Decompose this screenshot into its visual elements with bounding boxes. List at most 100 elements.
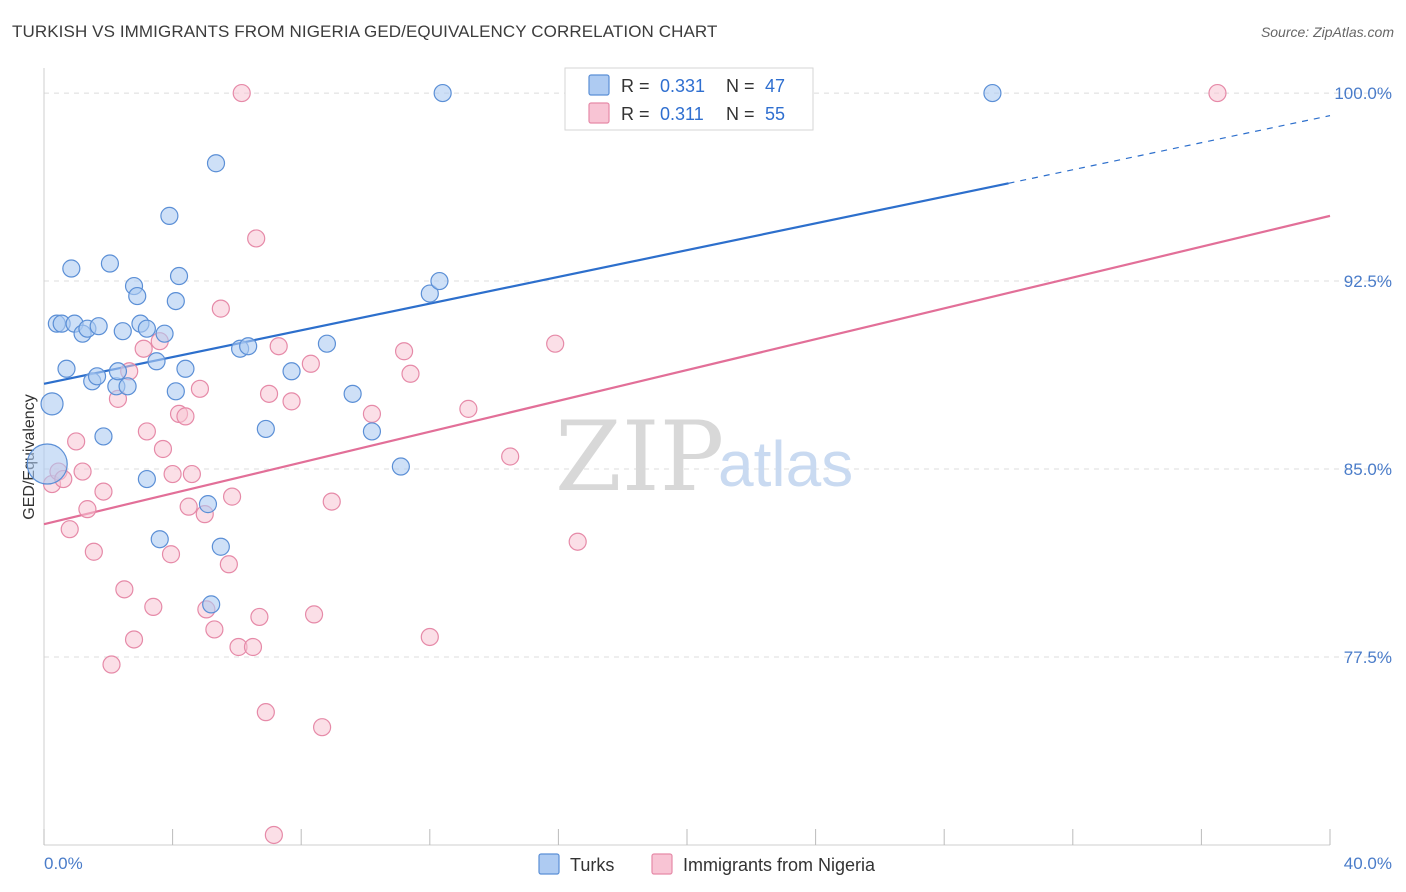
point-turks-41 bbox=[362, 422, 382, 441]
point-turks-33 bbox=[206, 154, 226, 173]
point-nigeria-43 bbox=[362, 404, 382, 423]
point-nigeria-28 bbox=[219, 555, 238, 574]
bottom-legend-label-nigeria: Immigrants from Nigeria bbox=[683, 855, 876, 875]
point-turks-31 bbox=[198, 495, 218, 514]
point-turks-16 bbox=[113, 322, 132, 341]
x-ticks bbox=[43, 829, 1331, 845]
point-turks-46 bbox=[983, 83, 1002, 103]
trendline-turks bbox=[43, 182, 1009, 385]
y-tick-label-3: 100.0% bbox=[1334, 84, 1392, 103]
point-nigeria-6 bbox=[78, 500, 97, 519]
point-nigeria-38 bbox=[282, 392, 301, 411]
point-turks-37 bbox=[256, 419, 275, 439]
point-turks-38 bbox=[282, 362, 301, 381]
point-nigeria-32 bbox=[247, 229, 266, 248]
point-turks-32 bbox=[202, 595, 221, 614]
x-tick-label-max: 40.0% bbox=[1344, 854, 1392, 873]
grid bbox=[44, 92, 1392, 658]
point-nigeria-34 bbox=[256, 703, 275, 722]
point-nigeria-47 bbox=[459, 399, 478, 418]
point-turks-27 bbox=[166, 292, 185, 311]
point-nigeria-46 bbox=[420, 627, 439, 647]
point-turks-39 bbox=[317, 334, 337, 353]
point-nigeria-50 bbox=[568, 532, 587, 551]
legend: R = 0.331 N = 47 R = 0.311 N = 55 bbox=[564, 67, 814, 131]
watermark-zip: ZIP bbox=[555, 401, 724, 513]
point-nigeria-44 bbox=[394, 342, 414, 361]
point-turks-45 bbox=[433, 83, 452, 103]
point-nigeria-49 bbox=[546, 334, 565, 353]
point-nigeria-13 bbox=[124, 630, 144, 649]
point-nigeria-22 bbox=[176, 407, 195, 426]
point-turks-19 bbox=[128, 286, 147, 306]
point-nigeria-37 bbox=[269, 337, 288, 356]
legend-n-label-turks: N = bbox=[726, 76, 755, 96]
point-nigeria-29 bbox=[222, 487, 242, 506]
point-turks-36 bbox=[239, 337, 258, 356]
series-nigeria-points bbox=[42, 83, 1227, 845]
trendline-nigeria bbox=[43, 214, 1331, 526]
watermark: ZIP atlas bbox=[555, 401, 853, 513]
point-nigeria-3 bbox=[60, 520, 79, 539]
point-turks-0 bbox=[26, 443, 68, 485]
point-nigeria-19 bbox=[161, 545, 181, 564]
point-turks-34 bbox=[211, 537, 230, 556]
legend-r-value-nigeria: 0.311 bbox=[660, 104, 704, 124]
legend-n-value-nigeria: 55 bbox=[765, 104, 785, 124]
point-nigeria-14 bbox=[134, 339, 153, 358]
legend-n-label-nigeria: N = bbox=[726, 104, 755, 124]
point-turks-30 bbox=[176, 359, 195, 378]
point-turks-24 bbox=[150, 530, 169, 549]
point-nigeria-39 bbox=[301, 354, 320, 373]
bottom-legend: Turks Immigrants from Nigeria bbox=[538, 853, 876, 875]
point-nigeria-45 bbox=[401, 364, 420, 383]
legend-n-value-turks: 47 bbox=[765, 76, 785, 96]
point-nigeria-27 bbox=[205, 620, 224, 639]
point-nigeria-4 bbox=[67, 432, 86, 451]
legend-swatch-nigeria bbox=[588, 102, 610, 124]
point-turks-25 bbox=[155, 324, 174, 343]
point-nigeria-24 bbox=[190, 379, 210, 398]
point-turks-5 bbox=[62, 259, 81, 278]
point-turks-40 bbox=[343, 384, 362, 403]
point-nigeria-33 bbox=[250, 607, 269, 627]
point-nigeria-42 bbox=[322, 492, 341, 511]
point-turks-44 bbox=[430, 271, 449, 291]
point-turks-43 bbox=[420, 284, 439, 303]
point-turks-26 bbox=[160, 206, 179, 225]
x-tick-label-min: 0.0% bbox=[44, 854, 83, 873]
trendlines bbox=[43, 115, 1331, 526]
legend-r-value-turks: 0.331 bbox=[660, 76, 705, 96]
y-tick-label-2: 92.5% bbox=[1344, 272, 1392, 291]
bottom-legend-swatch-nigeria bbox=[651, 853, 673, 875]
legend-r-label-nigeria: R = bbox=[621, 104, 650, 124]
point-nigeria-23 bbox=[182, 464, 201, 484]
y-tick-label-1: 85.0% bbox=[1344, 460, 1392, 479]
bottom-legend-label-turks: Turks bbox=[570, 855, 614, 875]
point-nigeria-5 bbox=[73, 462, 92, 481]
point-nigeria-51 bbox=[1208, 83, 1227, 103]
chart-title: TURKISH VS IMMIGRANTS FROM NIGERIA GED/E… bbox=[12, 22, 718, 41]
point-turks-13 bbox=[100, 254, 120, 273]
trendline-turks-extension bbox=[1008, 115, 1331, 184]
point-turks-1 bbox=[40, 392, 64, 416]
point-nigeria-54 bbox=[179, 497, 198, 516]
point-turks-17 bbox=[118, 377, 137, 396]
point-turks-42 bbox=[391, 457, 410, 476]
y-tick-label-0: 77.5% bbox=[1344, 648, 1392, 667]
point-nigeria-35 bbox=[259, 384, 279, 403]
source-credit: Source: ZipAtlas.com bbox=[1260, 24, 1394, 40]
point-turks-22 bbox=[137, 469, 156, 489]
point-turks-21 bbox=[137, 319, 156, 338]
point-nigeria-15 bbox=[137, 422, 156, 441]
point-turks-4 bbox=[57, 359, 76, 378]
legend-swatch-turks bbox=[588, 74, 610, 96]
point-nigeria-11 bbox=[115, 580, 134, 599]
point-turks-15 bbox=[108, 362, 128, 381]
point-nigeria-7 bbox=[84, 542, 103, 561]
point-turks-29 bbox=[169, 266, 189, 286]
point-turks-11 bbox=[89, 317, 108, 336]
series-turks-points bbox=[26, 83, 1002, 614]
point-nigeria-8 bbox=[94, 482, 113, 501]
